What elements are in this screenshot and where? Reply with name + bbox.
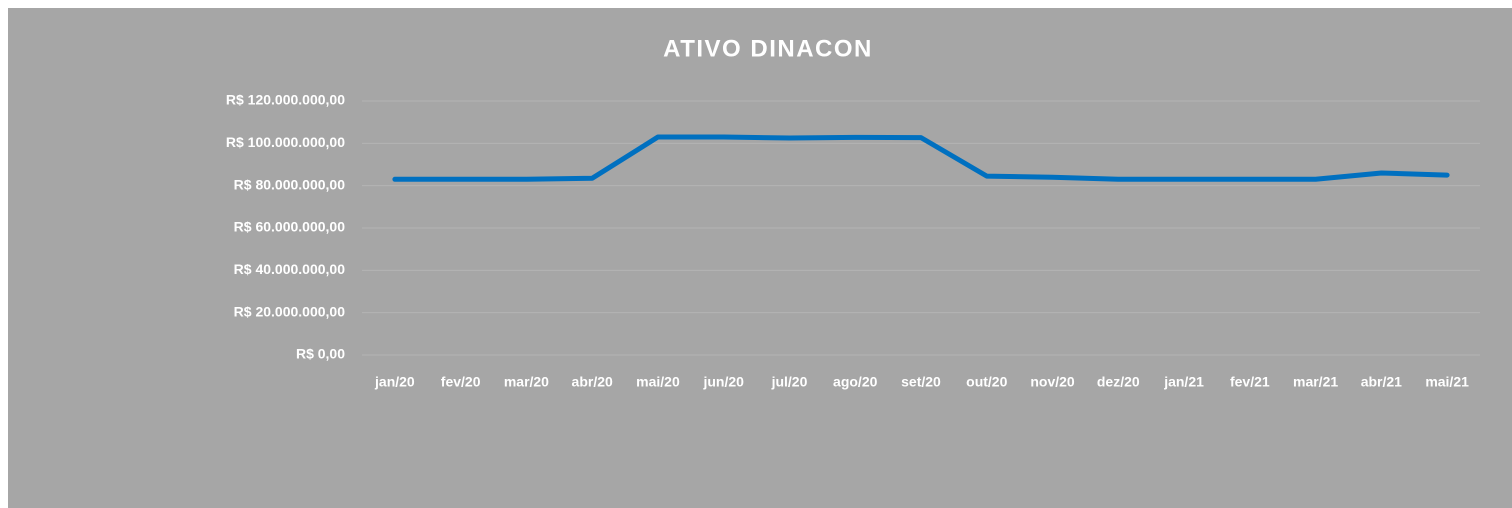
x-tick-label: dez/20 — [1097, 374, 1140, 390]
x-tick-label: jun/20 — [702, 374, 744, 390]
data-line — [392, 134, 1450, 182]
chart-title: ATIVO DINACON — [663, 35, 873, 62]
x-tick-label: abr/20 — [572, 374, 613, 390]
y-tick-label: R$ 120.000.000,00 — [226, 92, 345, 108]
x-tick-label: abr/21 — [1361, 374, 1402, 390]
x-tick-label: fev/21 — [1230, 374, 1270, 390]
x-tick-label: jan/21 — [1163, 374, 1204, 390]
x-tick-label: jul/20 — [771, 374, 808, 390]
x-tick-label: mai/21 — [1425, 374, 1469, 390]
y-tick-label: R$ 40.000.000,00 — [234, 261, 346, 277]
chart-background — [8, 8, 1512, 508]
x-tick-label: fev/20 — [441, 374, 481, 390]
x-tick-label: mar/21 — [1293, 374, 1338, 390]
x-tick-label: nov/20 — [1030, 374, 1075, 390]
x-tick-label: jan/20 — [374, 374, 415, 390]
y-tick-label: R$ 0,00 — [296, 346, 345, 362]
y-tick-label: R$ 100.000.000,00 — [226, 134, 345, 150]
x-tick-label: mar/20 — [504, 374, 549, 390]
x-tick-label: set/20 — [901, 374, 941, 390]
y-tick-label: R$ 80.000.000,00 — [234, 176, 346, 192]
x-tick-label: mai/20 — [636, 374, 680, 390]
y-tick-label: R$ 20.000.000,00 — [234, 303, 346, 319]
y-tick-label: R$ 60.000.000,00 — [234, 219, 346, 235]
x-tick-label: out/20 — [966, 374, 1007, 390]
x-tick-label: ago/20 — [833, 374, 878, 390]
